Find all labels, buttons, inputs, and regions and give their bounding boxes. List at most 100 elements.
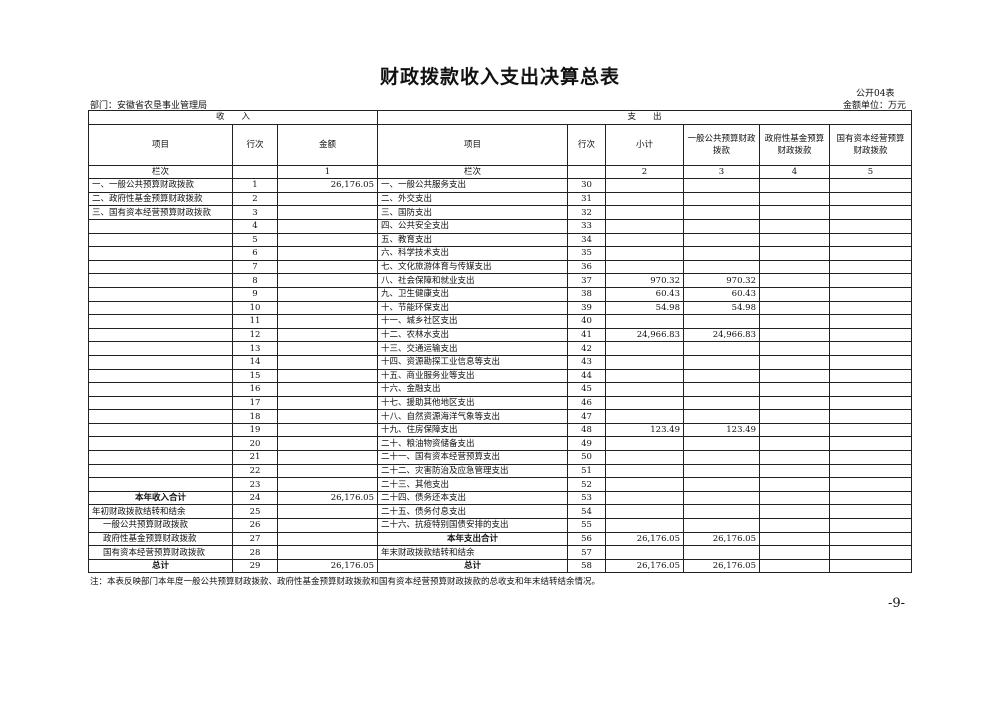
expense-line: 54 bbox=[567, 504, 606, 520]
income-amount: 26,176.05 bbox=[277, 558, 378, 574]
income-line: 19 bbox=[232, 422, 278, 438]
income-amount: 26,176.05 bbox=[277, 490, 378, 506]
general-budget bbox=[683, 477, 760, 492]
table-row: 一、一般公共预算财政拨款 1 26,176.05 一、一般公共服务支出 30 bbox=[88, 178, 912, 193]
income-line: 11 bbox=[232, 314, 278, 329]
income-amount bbox=[277, 273, 378, 288]
state-capital bbox=[829, 409, 912, 424]
income-item bbox=[88, 246, 233, 261]
income-item: 政府性基金预算财政拨款 bbox=[88, 531, 233, 547]
col-state-capital: 国有资本经营预算财政拨款 bbox=[829, 123, 912, 166]
index-4: 4 bbox=[759, 164, 830, 180]
income-line: 20 bbox=[232, 436, 278, 452]
subtotal bbox=[605, 232, 684, 248]
gov-fund bbox=[759, 531, 830, 547]
expense-line: 48 bbox=[567, 422, 606, 438]
subtotal bbox=[605, 218, 684, 234]
expense-line: 37 bbox=[567, 273, 606, 288]
form-number: 公开04表 bbox=[856, 89, 895, 99]
table-row: 二、政府性基金预算财政拨款 2 二、外交支出 31 bbox=[88, 191, 912, 207]
gov-fund bbox=[759, 395, 830, 411]
subtotal bbox=[605, 409, 684, 424]
general-budget bbox=[683, 354, 760, 370]
general-budget: 60.43 bbox=[683, 286, 760, 302]
state-capital bbox=[829, 450, 912, 465]
income-amount bbox=[277, 518, 378, 533]
table-row: 21 二十一、国有资本经营预算支出 50 bbox=[88, 450, 912, 465]
expense-line: 55 bbox=[567, 518, 606, 533]
income-item bbox=[88, 273, 233, 288]
expense-line: 57 bbox=[567, 545, 606, 560]
subtotal: 970.32 bbox=[605, 273, 684, 288]
table-row: 本年收入合计 24 26,176.05 二十四、债务还本支出 53 bbox=[88, 490, 912, 506]
expense-item: 十五、商业服务业等支出 bbox=[377, 368, 568, 384]
expense-line: 33 bbox=[567, 218, 606, 234]
income-amount: 26,176.05 bbox=[277, 178, 378, 193]
subtotal bbox=[605, 341, 684, 356]
income-item bbox=[88, 395, 233, 411]
table-row: 三、国有资本经营预算财政拨款 3 三、国防支出 32 bbox=[88, 205, 912, 220]
gov-fund bbox=[759, 558, 830, 574]
income-item bbox=[88, 436, 233, 452]
income-amount bbox=[277, 300, 378, 316]
state-capital bbox=[829, 558, 912, 574]
state-capital bbox=[829, 246, 912, 261]
table-row: 年初财政拨款结转和结余 25 二十五、债务付息支出 54 bbox=[88, 504, 912, 520]
table-row: 22 二十二、灾害防治及应急管理支出 51 bbox=[88, 463, 912, 479]
expense-header: 支 出 bbox=[377, 110, 912, 125]
gov-fund bbox=[759, 246, 830, 261]
gov-fund bbox=[759, 545, 830, 560]
general-budget bbox=[683, 395, 760, 411]
income-amount bbox=[277, 314, 378, 329]
col-item: 项目 bbox=[88, 123, 233, 166]
income-item bbox=[88, 422, 233, 438]
income-item bbox=[88, 218, 233, 234]
expense-line: 50 bbox=[567, 450, 606, 465]
general-budget bbox=[683, 409, 760, 424]
income-amount bbox=[277, 422, 378, 438]
expense-line: 35 bbox=[567, 246, 606, 261]
gov-fund bbox=[759, 300, 830, 316]
gov-fund bbox=[759, 341, 830, 356]
income-item: 一、一般公共预算财政拨款 bbox=[88, 178, 233, 193]
index-3: 3 bbox=[683, 164, 760, 180]
table-row: 18 十八、自然资源海洋气象等支出 47 bbox=[88, 409, 912, 424]
general-budget bbox=[683, 382, 760, 397]
subtotal bbox=[605, 314, 684, 329]
subtotal bbox=[605, 436, 684, 452]
expense-item: 十四、资源勘探工业信息等支出 bbox=[377, 354, 568, 370]
state-capital bbox=[829, 395, 912, 411]
subtotal bbox=[605, 490, 684, 506]
income-item bbox=[88, 232, 233, 248]
state-capital bbox=[829, 422, 912, 438]
subtotal bbox=[605, 368, 684, 384]
expense-item: 十、节能环保支出 bbox=[377, 300, 568, 316]
income-line: 8 bbox=[232, 273, 278, 288]
general-budget bbox=[683, 341, 760, 356]
state-capital bbox=[829, 354, 912, 370]
expense-line: 36 bbox=[567, 259, 606, 275]
general-budget bbox=[683, 178, 760, 193]
col-gov-fund: 政府性基金预算财政拨款 bbox=[759, 123, 830, 166]
table-row: 9 九、卫生健康支出 38 60.43 60.43 bbox=[88, 286, 912, 302]
gov-fund bbox=[759, 490, 830, 506]
general-budget bbox=[683, 218, 760, 234]
table-row: 17 十七、援助其他地区支出 46 bbox=[88, 395, 912, 411]
gov-fund bbox=[759, 422, 830, 438]
gov-fund bbox=[759, 205, 830, 220]
expense-item: 二十五、债务付息支出 bbox=[377, 504, 568, 520]
expense-item: 四、公共安全支出 bbox=[377, 218, 568, 234]
general-budget bbox=[683, 463, 760, 479]
income-item bbox=[88, 259, 233, 275]
general-budget: 123.49 bbox=[683, 422, 760, 438]
expense-item: 十七、援助其他地区支出 bbox=[377, 395, 568, 411]
income-line: 3 bbox=[232, 205, 278, 220]
gov-fund bbox=[759, 191, 830, 207]
state-capital bbox=[829, 178, 912, 193]
expense-line: 38 bbox=[567, 286, 606, 302]
expense-item: 十三、交通运输支出 bbox=[377, 341, 568, 356]
table-row: 总计 29 26,176.05 总计 58 26,176.05 26,176.05 bbox=[88, 558, 912, 574]
income-amount bbox=[277, 545, 378, 560]
general-budget bbox=[683, 314, 760, 329]
state-capital bbox=[829, 436, 912, 452]
